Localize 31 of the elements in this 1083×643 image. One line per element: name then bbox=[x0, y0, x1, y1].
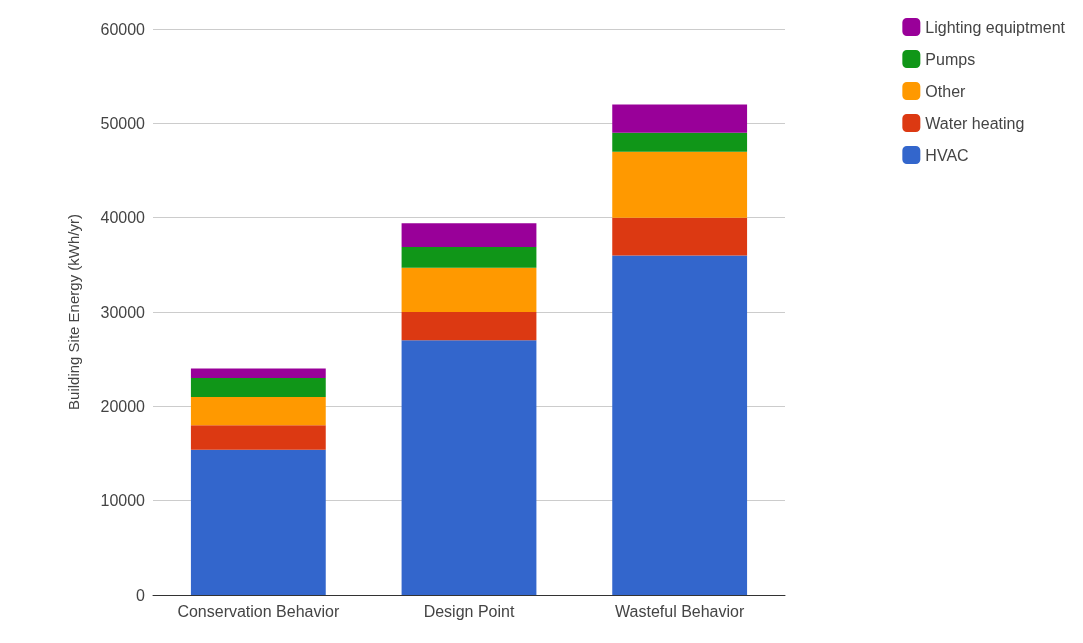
legend-label: HVAC bbox=[925, 146, 969, 164]
bar bbox=[612, 255, 748, 595]
bar bbox=[190, 378, 326, 397]
bar bbox=[401, 267, 537, 312]
bar bbox=[190, 449, 326, 595]
y-tick-label: 50000 bbox=[100, 114, 146, 132]
y-tick-label: 30000 bbox=[100, 303, 146, 321]
x-tick-label: Design Point bbox=[423, 602, 515, 620]
bar bbox=[190, 396, 326, 426]
x-tick-label: Wasteful Behavior bbox=[615, 602, 745, 620]
y-tick-label: 20000 bbox=[100, 397, 146, 415]
bar bbox=[612, 217, 748, 256]
legend-label: Lighting equiptment bbox=[925, 18, 1066, 36]
y-tick-label: 40000 bbox=[100, 209, 146, 227]
bar bbox=[190, 368, 326, 379]
bar bbox=[401, 312, 537, 341]
bar bbox=[612, 104, 748, 133]
bar bbox=[612, 132, 748, 152]
bar bbox=[612, 151, 748, 218]
bar bbox=[401, 340, 537, 595]
bar bbox=[401, 223, 537, 247]
bar bbox=[190, 425, 326, 450]
legend-label: Pumps bbox=[925, 50, 976, 68]
y-tick-label: 10000 bbox=[100, 492, 146, 510]
legend-label: Other bbox=[925, 82, 967, 100]
x-tick-label: Conservation Behavior bbox=[177, 602, 340, 620]
y-tick-label: 0 bbox=[136, 586, 146, 604]
bar bbox=[401, 246, 537, 268]
legend-label: Water heating bbox=[925, 114, 1025, 132]
y-tick-label: 60000 bbox=[100, 20, 146, 38]
y-axis-title: Building Site Energy (kWh/yr) bbox=[65, 214, 82, 410]
